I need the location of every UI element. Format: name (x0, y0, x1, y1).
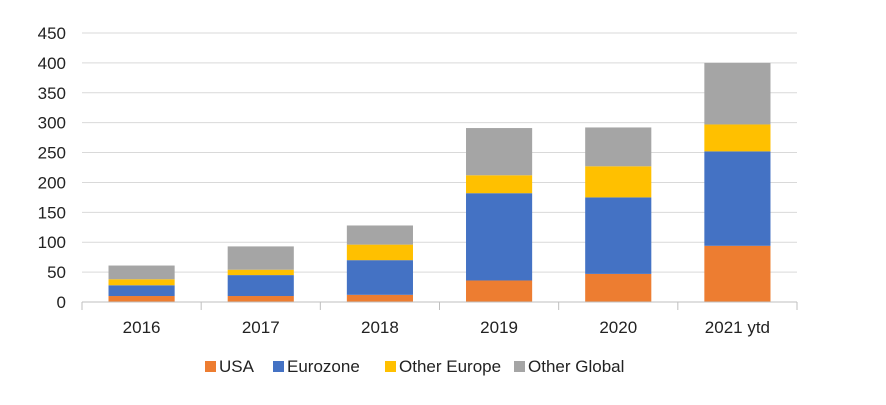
bar-segment (585, 127, 652, 167)
bar-segment (227, 269, 294, 276)
legend-swatch (205, 361, 216, 372)
bar-segment (227, 296, 294, 302)
bar-segment (585, 197, 652, 274)
x-tick-label: 2016 (123, 318, 161, 337)
bar-segment (227, 246, 294, 270)
y-tick-label: 150 (38, 203, 66, 222)
bar-segment (108, 279, 175, 286)
x-tick-label: 2021 ytd (705, 318, 770, 337)
legend-label: Other Europe (399, 357, 501, 376)
bar-segment (346, 225, 413, 245)
bar-segment (585, 166, 652, 198)
x-tick-label: 2020 (599, 318, 637, 337)
bar-segment (704, 151, 771, 246)
x-tick-label: 2019 (480, 318, 518, 337)
x-tick-label: 2017 (242, 318, 280, 337)
y-tick-label: 350 (38, 84, 66, 103)
bar-segment (346, 244, 413, 261)
bar-segment (704, 245, 771, 302)
bars (108, 62, 771, 302)
legend-swatch (385, 361, 396, 372)
bar-segment (466, 175, 533, 194)
bar-segment (704, 124, 771, 152)
bar-segment (704, 62, 771, 125)
y-tick-label: 450 (38, 24, 66, 43)
bar-segment (108, 285, 175, 297)
y-tick-label: 100 (38, 233, 66, 252)
bar-segment (108, 265, 175, 280)
bar-segment (585, 273, 652, 302)
x-tick-label: 2018 (361, 318, 399, 337)
bar-segment (466, 280, 533, 302)
bar-segment (227, 275, 294, 297)
legend: USA Eurozone Other Europe Other Global (205, 357, 624, 376)
y-tick-label: 200 (38, 173, 66, 192)
gridlines (82, 32, 797, 273)
bar-segment (466, 193, 533, 281)
x-axis: 2016 2017 2018 2019 2020 2021 ytd (81, 301, 798, 337)
y-tick-label: 300 (38, 114, 66, 133)
y-tick-label: 50 (47, 263, 66, 282)
legend-label: USA (219, 357, 255, 376)
legend-swatch (514, 361, 525, 372)
bar-segment (346, 294, 413, 302)
legend-swatch (273, 361, 284, 372)
y-axis: 0 50 100 150 200 250 300 350 400 450 (38, 24, 66, 312)
y-tick-label: 400 (38, 54, 66, 73)
y-tick-label: 250 (38, 144, 66, 163)
bar-segment (346, 260, 413, 295)
y-tick-label: 0 (57, 293, 66, 312)
legend-label: Other Global (528, 357, 624, 376)
bar-segment (466, 128, 533, 176)
bar-segment (108, 296, 175, 302)
legend-label: Eurozone (287, 357, 360, 376)
